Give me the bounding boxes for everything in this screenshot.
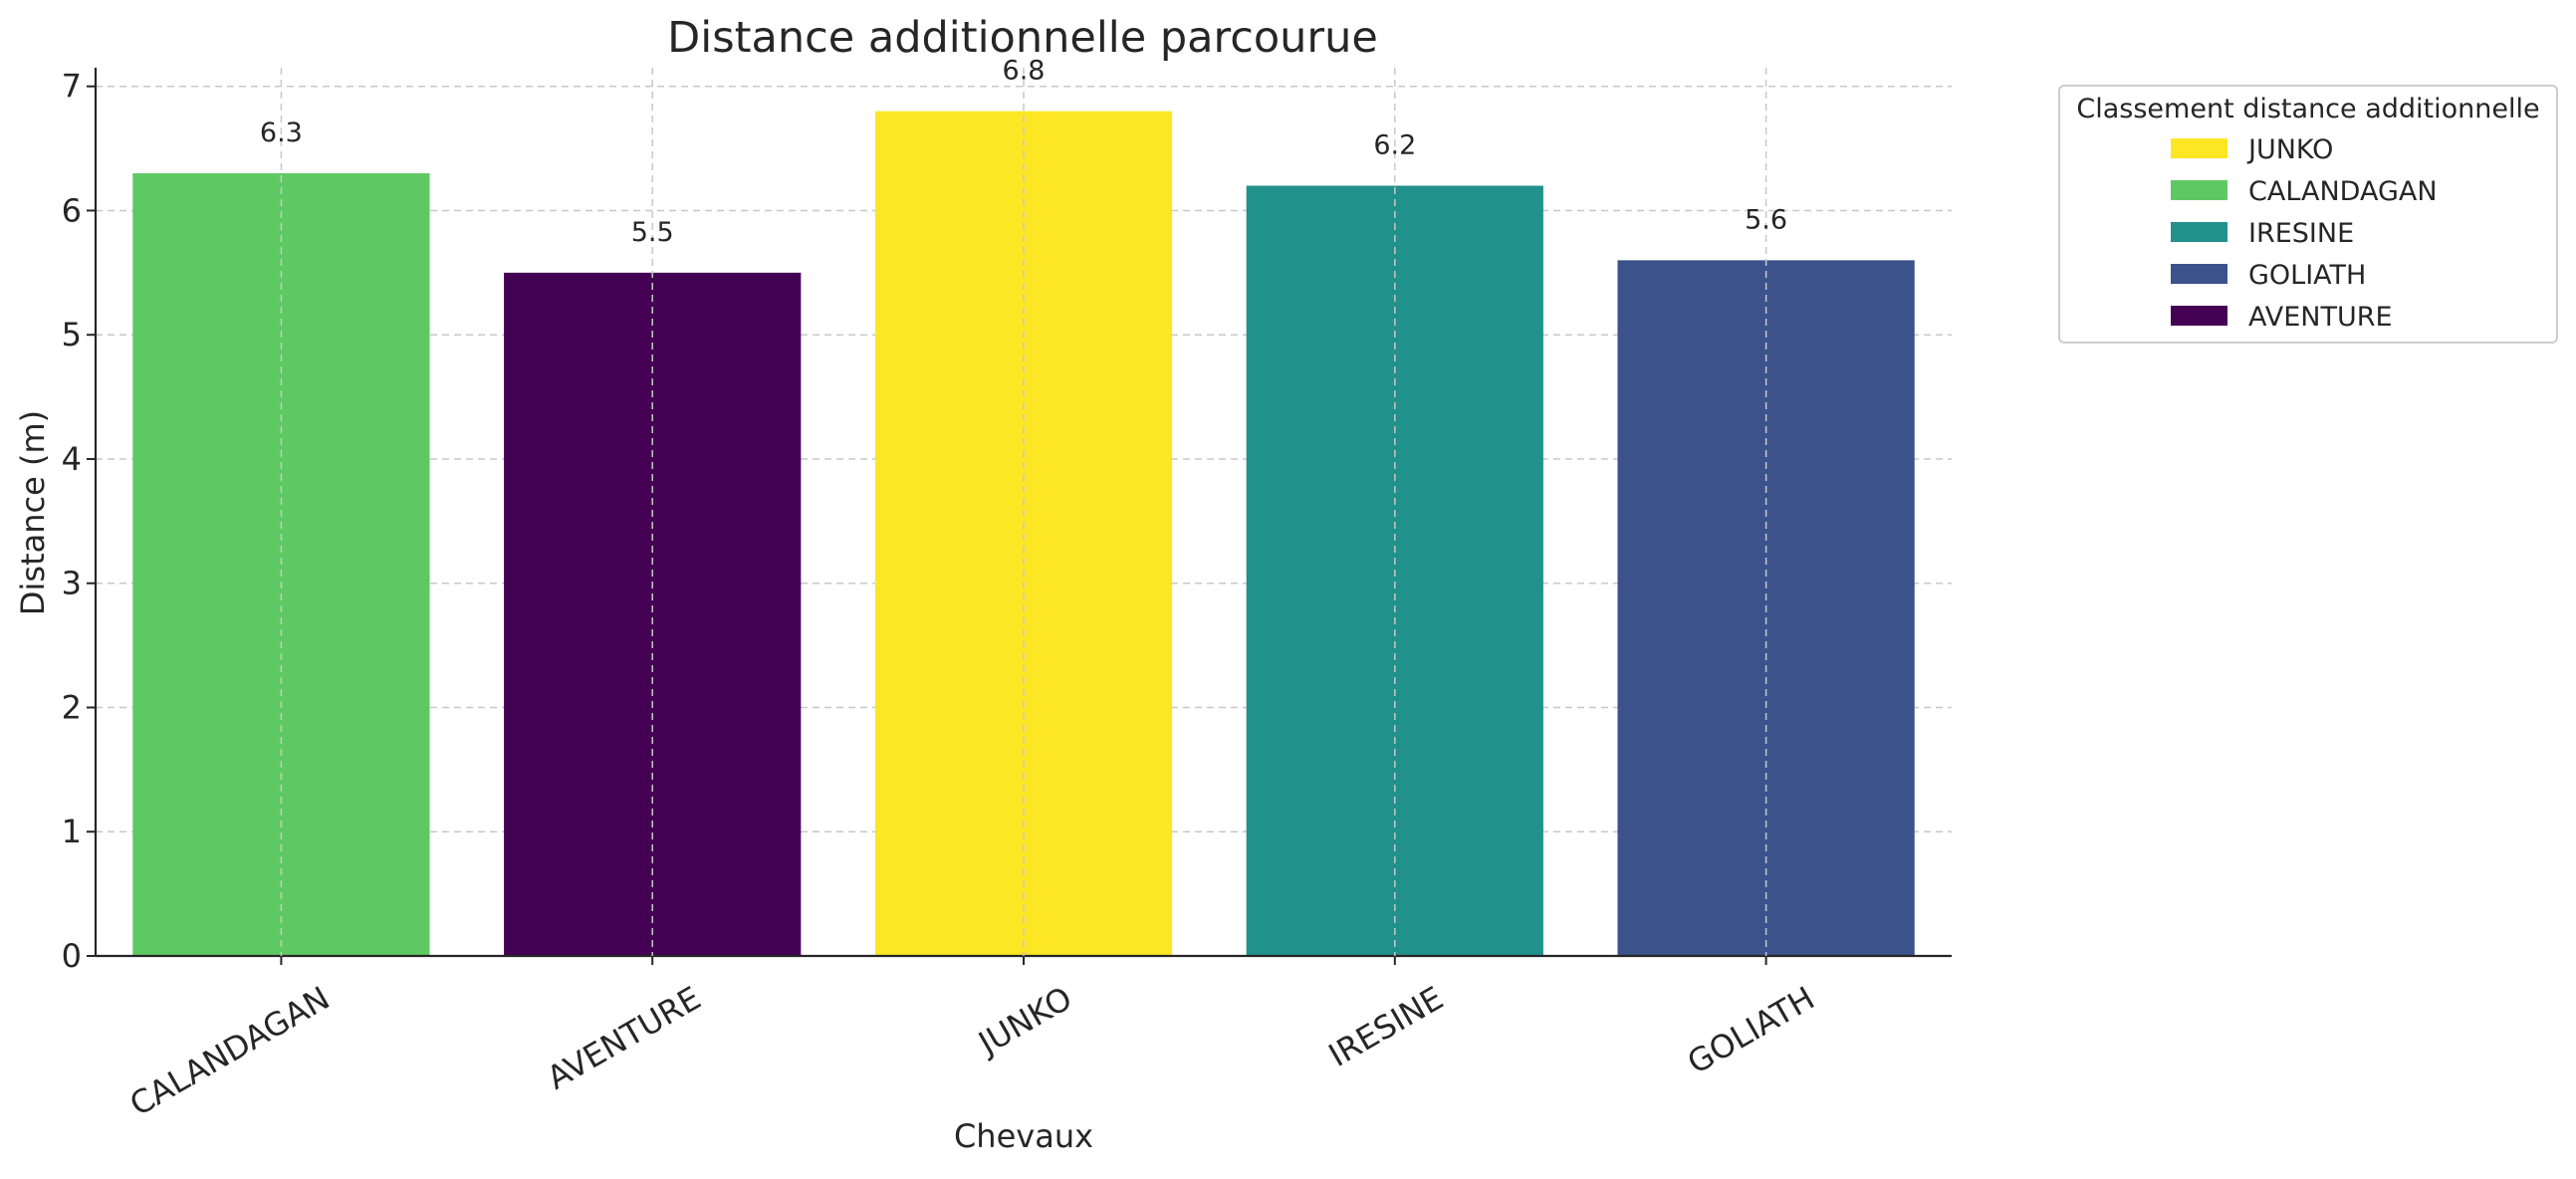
- y-tick-label: 0: [62, 937, 82, 975]
- legend-item-label: IRESINE: [2248, 218, 2354, 249]
- x-tick-label: IRESINE: [1322, 979, 1450, 1074]
- x-tick-label: GOLIATH: [1681, 979, 1820, 1081]
- legend-swatch: [2171, 180, 2227, 200]
- legend-item-label: AVENTURE: [2248, 302, 2393, 333]
- y-tick-label: 1: [62, 813, 82, 850]
- legend-title: Classement distance additionnelle: [2076, 94, 2539, 124]
- x-tick-label: AVENTURE: [541, 979, 707, 1097]
- legend-item-label: GOLIATH: [2248, 260, 2366, 291]
- chart-title: Distance additionnelle parcourue: [667, 13, 1378, 63]
- x-tick-label: CALANDAGAN: [123, 979, 337, 1123]
- legend-swatch: [2171, 306, 2227, 326]
- y-tick-label: 7: [62, 68, 82, 106]
- x-tick-label: JUNKO: [971, 979, 1078, 1063]
- y-tick-label: 6: [62, 191, 82, 229]
- x-axis-label: Chevaux: [954, 1117, 1093, 1155]
- y-axis-label: Distance (m): [14, 410, 52, 615]
- legend: Classement distance additionnelle JUNKO C…: [2058, 85, 2558, 344]
- y-tick-label: 2: [62, 688, 82, 726]
- data-label: 6.8: [1003, 56, 1046, 87]
- data-label: 6.3: [260, 118, 303, 148]
- data-label: 6.2: [1373, 130, 1416, 161]
- y-tick-label: 4: [62, 440, 82, 478]
- data-label: 5.5: [631, 217, 674, 248]
- data-label: 5.6: [1745, 204, 1787, 235]
- legend-swatch: [2171, 264, 2227, 284]
- bar-aventure: [504, 272, 802, 956]
- legend-item-label: CALANDAGAN: [2248, 176, 2438, 207]
- legend-swatch: [2171, 222, 2227, 242]
- legend-entries: JUNKO CALANDAGAN IRESINE GOLIATH AVENTURE: [2171, 134, 2438, 333]
- legend-item-label: JUNKO: [2246, 134, 2333, 165]
- legend-swatch: [2171, 138, 2227, 158]
- y-tick-label: 5: [62, 316, 82, 354]
- y-tick-label: 3: [62, 565, 82, 602]
